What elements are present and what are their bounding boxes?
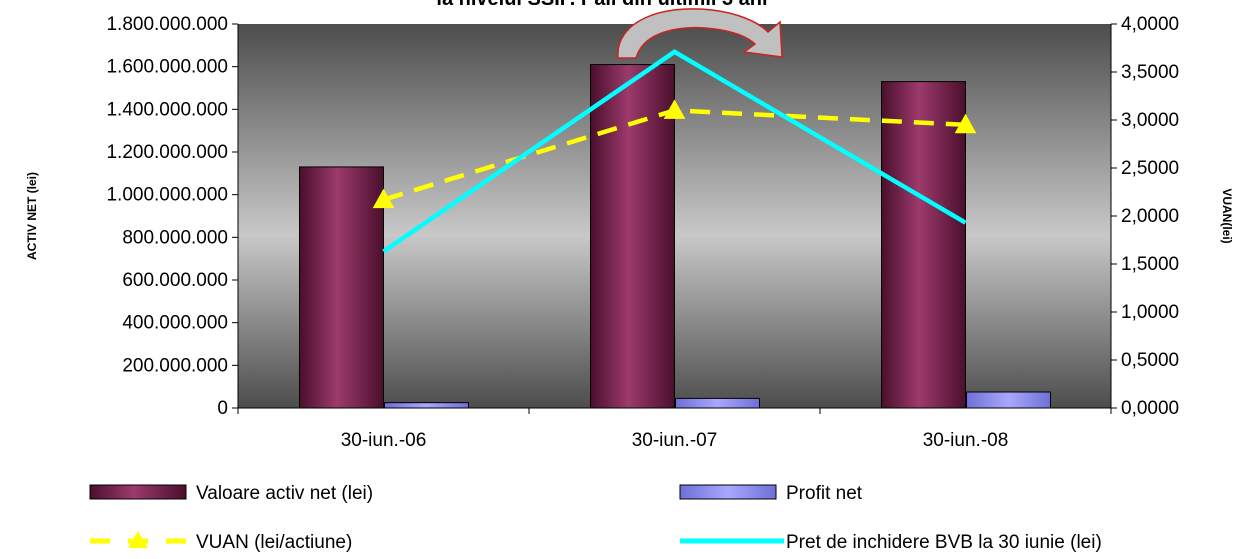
chart-title: la nivelul SSIF. Pall din ultimii 3 ani: [436, 0, 767, 10]
bar: [299, 166, 384, 409]
point: [663, 99, 686, 119]
right-tick-label: 1,0000: [1121, 302, 1179, 323]
right-axis: 0,0000 0,5000 1,0000 1,5000 2,0000 2,5000 3,00…: [1110, 14, 1179, 419]
lines-layer: [372, 49, 977, 254]
x-tick-label: 30-iun.-06: [341, 430, 427, 451]
legend-swatch: [89, 484, 187, 500]
curved-arrow-annotation: [617, 8, 783, 59]
bvb-price-line: [382, 49, 967, 254]
bar: [881, 81, 966, 409]
x-tick-label: 30-iun.-07: [632, 430, 718, 451]
left-tick-label: 0: [217, 398, 228, 419]
right-tick-label: 0,0000: [1121, 398, 1179, 419]
left-tick-label: 200.000.000: [122, 355, 228, 376]
legend-marker: [128, 531, 148, 548]
legend-swatch: [679, 484, 777, 500]
right-axis-title: VUAN(lei): [1220, 188, 1234, 243]
right-tick-label: 1,5000: [1121, 254, 1179, 275]
legend: Valoare activ net (lei) Profit net VUAN (l…: [89, 483, 1102, 553]
right-tick-label: 3,0000: [1121, 110, 1179, 131]
curved-arrow-icon: [617, 8, 783, 59]
x-tick-label: 30-iun.-08: [923, 430, 1009, 451]
left-tick-label: 600.000.000: [122, 270, 228, 291]
right-tick-label: 2,0000: [1121, 206, 1179, 227]
left-tick-label: 1.800.000.000: [106, 14, 228, 35]
legend-label: Profit net: [786, 483, 863, 504]
left-tick-label: 1.400.000.000: [106, 99, 228, 120]
right-tick-label: 2,5000: [1121, 158, 1179, 179]
left-tick-label: 400.000.000: [122, 313, 228, 334]
bar: [384, 402, 469, 409]
legend-label: Pret de inchidere BVB la 30 iunie (lei): [786, 532, 1102, 553]
point: [372, 188, 395, 209]
x-axis: 30-iun.-06 30-iun.-07 30-iun.-08: [237, 407, 1112, 451]
right-tick-label: 0,5000: [1121, 350, 1179, 371]
left-tick-label: 800.000.000: [122, 227, 228, 248]
legend-label: Valoare activ net (lei): [196, 483, 373, 504]
bar: [966, 391, 1051, 409]
left-tick-label: 1.000.000.000: [106, 185, 228, 206]
bars-layer: [299, 64, 1051, 409]
right-tick-label: 4,0000: [1121, 14, 1179, 35]
left-tick-label: 1.600.000.000: [106, 57, 228, 78]
right-tick-label: 3,5000: [1121, 62, 1179, 83]
left-axis: 0 200.000.000 400.000.000 600.000.000 800.00…: [106, 14, 239, 419]
left-axis-title: ACTIV NET (lei): [25, 172, 39, 260]
left-tick-label: 1.200.000.000: [106, 142, 228, 163]
bar: [675, 397, 760, 409]
point: [954, 113, 977, 134]
legend-label: VUAN (lei/actiune): [196, 532, 352, 553]
